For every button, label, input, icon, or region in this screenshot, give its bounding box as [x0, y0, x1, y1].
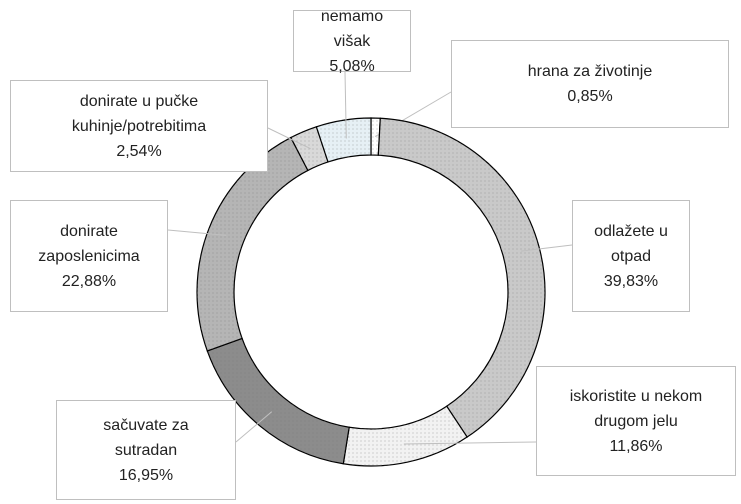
data-label-box: donirate zaposlenicima 22,88%	[10, 200, 168, 312]
category-label: iskoristite u nekom drugom jelu	[569, 387, 703, 430]
category-label: donirate zaposlenicima	[38, 222, 140, 265]
value-label: 22,88%	[61, 272, 117, 290]
donut-slice	[342, 405, 468, 467]
leader-line	[267, 127, 311, 150]
value-label: 5,08%	[329, 57, 375, 75]
donut-slice	[377, 117, 546, 438]
category-label: nemamo višak	[320, 7, 384, 50]
category-label: odlažete u otpad	[594, 222, 668, 265]
data-label-box: iskoristite u nekom drugom jelu 11,86%	[536, 366, 736, 476]
value-label: 11,86%	[609, 437, 663, 455]
leader-line	[344, 71, 347, 139]
value-label: 2,54%	[116, 142, 162, 160]
leader-line	[167, 229, 227, 236]
leader-line	[403, 441, 537, 445]
data-label-box: nemamo višak 5,08%	[293, 8, 411, 75]
value-label: 0,85%	[567, 88, 613, 105]
category-label: sačuvate za sutradan	[103, 416, 189, 459]
data-label-box: hrana za životinje 0,85%	[451, 40, 729, 128]
value-label: 39,83%	[603, 272, 659, 290]
leader-line	[235, 411, 273, 443]
category-label: hrana za životinje	[527, 63, 653, 80]
category-label: donirate u pučke kuhinje/potrebitima	[71, 92, 207, 135]
data-label-box: odlažete u otpad 39,83%	[572, 200, 690, 312]
value-label: 16,95%	[118, 466, 174, 484]
data-label-box: donirate u pučke kuhinje/potrebitima 2,54…	[10, 80, 268, 172]
leader-line	[520, 244, 573, 252]
data-label-box: sačuvate za sutradan 16,95%	[56, 400, 236, 500]
